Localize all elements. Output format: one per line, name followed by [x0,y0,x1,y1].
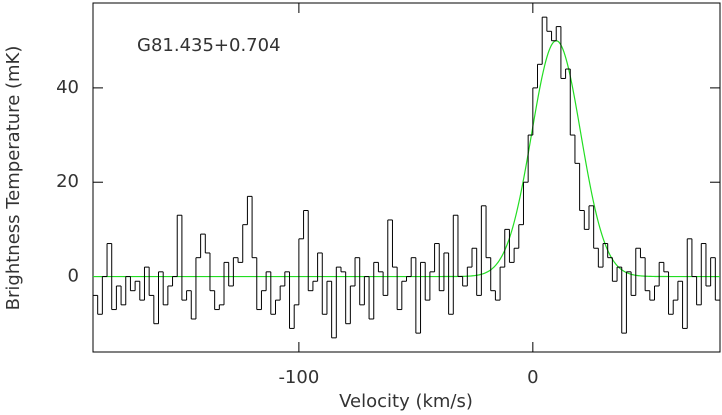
x-axis-label: Velocity (km/s) [339,391,473,412]
x-tick-label: -100 [278,367,319,388]
y-axis-label: Brightness Temperature (mK) [3,46,24,311]
y-tick-label: 0 [68,266,79,287]
fit-curve [93,40,720,278]
y-tick-label: 20 [56,171,79,192]
annotation: G81.435+0.704 [137,35,281,56]
x-tick-label: 0 [527,367,538,388]
y-tick-label: 40 [56,77,79,98]
plot-frame [92,2,721,353]
